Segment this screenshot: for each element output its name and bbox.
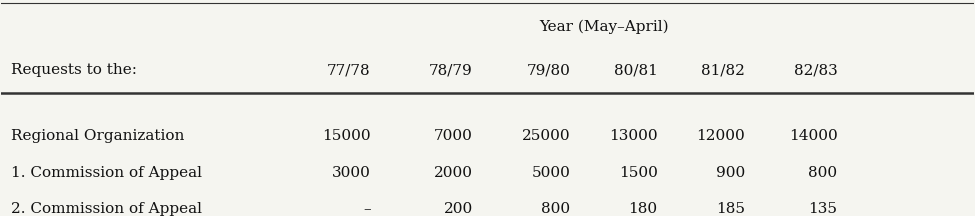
Text: 5000: 5000: [531, 166, 570, 180]
Text: 2. Commission of Appeal: 2. Commission of Appeal: [11, 202, 202, 216]
Text: 80/81: 80/81: [614, 64, 658, 78]
Text: 7000: 7000: [434, 129, 473, 143]
Text: 135: 135: [808, 202, 838, 216]
Text: 2000: 2000: [434, 166, 473, 180]
Text: 900: 900: [716, 166, 745, 180]
Text: 3000: 3000: [332, 166, 370, 180]
Text: 800: 800: [541, 202, 570, 216]
Text: 25000: 25000: [522, 129, 570, 143]
Text: 81/82: 81/82: [701, 64, 745, 78]
Text: Regional Organization: Regional Organization: [11, 129, 184, 143]
Text: 82/83: 82/83: [794, 64, 838, 78]
Text: 15000: 15000: [322, 129, 370, 143]
Text: Year (May–April): Year (May–April): [539, 20, 669, 34]
Text: 200: 200: [444, 202, 473, 216]
Text: 79/80: 79/80: [526, 64, 570, 78]
Text: 14000: 14000: [789, 129, 838, 143]
Text: 77/78: 77/78: [328, 64, 370, 78]
Text: 78/79: 78/79: [429, 64, 473, 78]
Text: 13000: 13000: [609, 129, 658, 143]
Text: 180: 180: [629, 202, 658, 216]
Text: 1500: 1500: [619, 166, 658, 180]
Text: Requests to the:: Requests to the:: [11, 64, 137, 78]
Text: 800: 800: [808, 166, 838, 180]
Text: 185: 185: [717, 202, 745, 216]
Text: 12000: 12000: [696, 129, 745, 143]
Text: –: –: [364, 202, 370, 216]
Text: 1. Commission of Appeal: 1. Commission of Appeal: [11, 166, 202, 180]
